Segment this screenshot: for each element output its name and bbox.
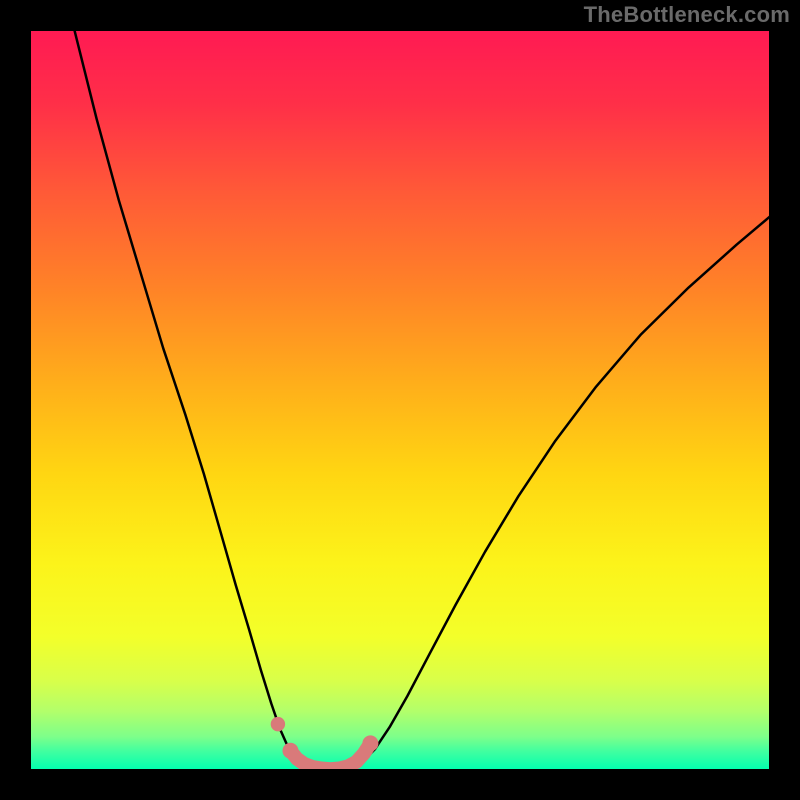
chart-svg [0, 0, 800, 800]
highlight-band-cap [362, 735, 378, 751]
bottleneck-chart: TheBottleneck.com [0, 0, 800, 800]
watermark-text: TheBottleneck.com [584, 2, 790, 28]
heatmap-background [30, 30, 770, 770]
highlight-band-cap [282, 743, 298, 759]
highlight-isolated-marker [271, 717, 285, 731]
